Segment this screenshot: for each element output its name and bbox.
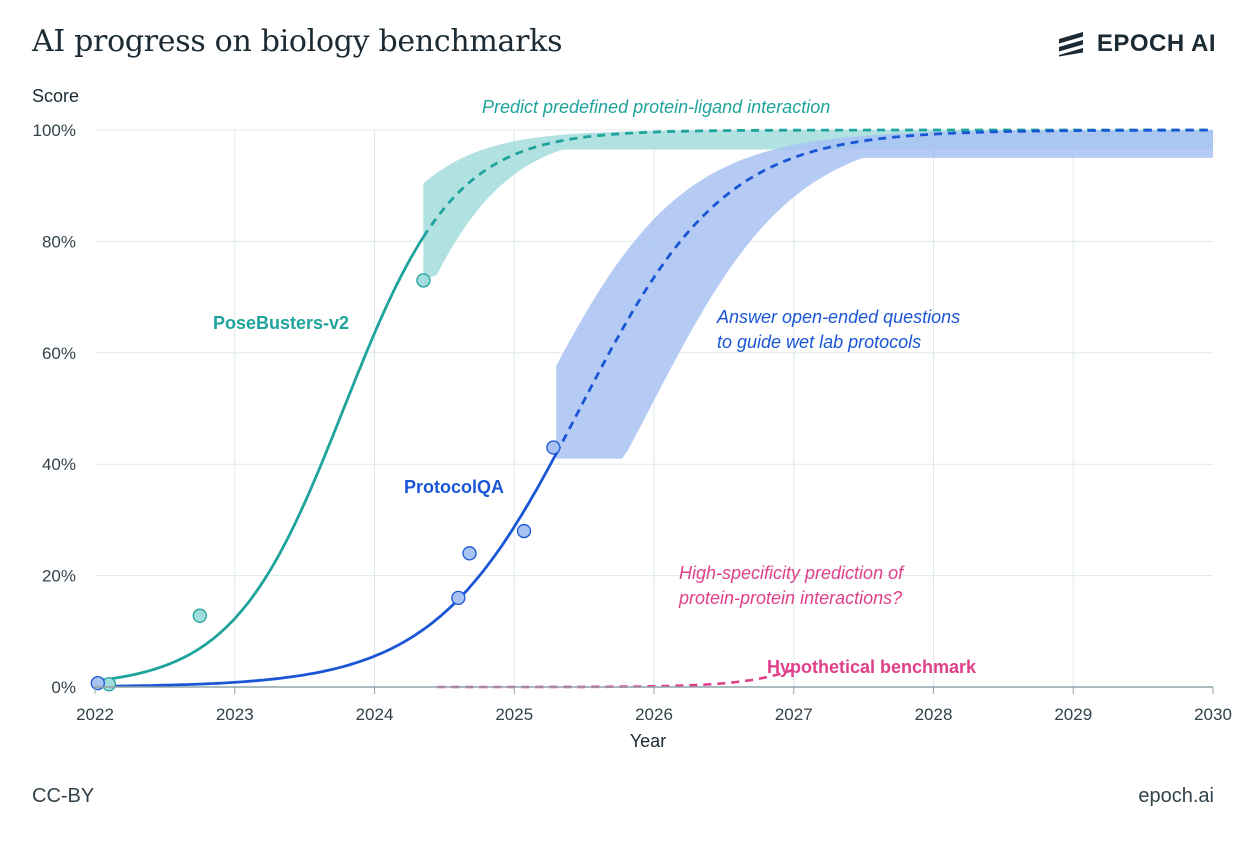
posebusters-fit-line xyxy=(94,236,425,683)
protocolqa-point xyxy=(546,440,561,455)
protocolqa-band xyxy=(556,130,1213,459)
x-tick-label: 2027 xyxy=(775,705,813,724)
y-axis-label: Score xyxy=(32,86,79,106)
brand-name: EPOCH AI xyxy=(1096,30,1216,57)
x-tick-label: 2022 xyxy=(76,705,114,724)
axes: 0% 20% 40% 60% 80% 100% 2022 2023 2024 2025 2026 20… xyxy=(33,121,1232,724)
protocolqa-fit-line xyxy=(95,453,558,688)
chart-title: AI progress on biology benchmarks xyxy=(32,24,563,59)
x-tick-label: 2028 xyxy=(915,705,953,724)
hypothetical-annotation-line-2: protein-protein interactions? xyxy=(678,588,902,608)
chart: 0% 20% 40% 60% 80% 100% 2022 2023 2024 2025 2026 20… xyxy=(32,86,1232,751)
site-link[interactable]: epoch.ai xyxy=(1138,785,1214,807)
protocolqa-label: ProtocolQA xyxy=(404,477,504,497)
x-tick-label: 2024 xyxy=(356,705,394,724)
x-tick-label: 2025 xyxy=(495,705,533,724)
posebusters-point xyxy=(192,608,207,623)
posebusters-point xyxy=(416,273,431,288)
posebusters-label: PoseBusters-v2 xyxy=(213,313,349,333)
protocolqa-point xyxy=(462,546,477,561)
protocolqa-forecast-line xyxy=(554,128,1213,455)
y-tick-label: 40% xyxy=(42,455,76,474)
confidence-bands xyxy=(423,130,1213,459)
x-tick-label: 2029 xyxy=(1054,705,1092,724)
y-tick-label: 0% xyxy=(51,678,76,697)
brand-logo[interactable]: EPOCH AI xyxy=(1057,30,1216,58)
hypothetical-annotation-line-1: High-specificity prediction of xyxy=(679,563,905,583)
grid xyxy=(95,129,1213,687)
x-tick-label: 2026 xyxy=(635,705,673,724)
y-tick-label: 60% xyxy=(42,344,76,363)
y-tick-label: 80% xyxy=(42,232,76,251)
y-tick-label: 100% xyxy=(33,121,76,140)
license-label: CC-BY xyxy=(32,785,95,807)
protocolqa-annotation-line-2: to guide wet lab protocols xyxy=(717,332,921,352)
hypothetical-forecast-line xyxy=(437,667,797,689)
x-tick-label: 2023 xyxy=(216,705,254,724)
hypothetical-label: Hypothetical benchmark xyxy=(767,657,977,677)
protocolqa-point xyxy=(451,590,466,606)
protocolqa-annotation-line-1: Answer open-ended questions xyxy=(716,307,960,327)
protocolqa-point xyxy=(516,523,532,539)
x-tick-label: 2030 xyxy=(1194,705,1232,724)
posebusters-annotation: Predict predefined protein-ligand intera… xyxy=(482,97,830,117)
y-tick-label: 20% xyxy=(42,567,76,586)
epoch-logo-icon xyxy=(1058,32,1083,57)
x-axis-label: Year xyxy=(630,731,666,751)
